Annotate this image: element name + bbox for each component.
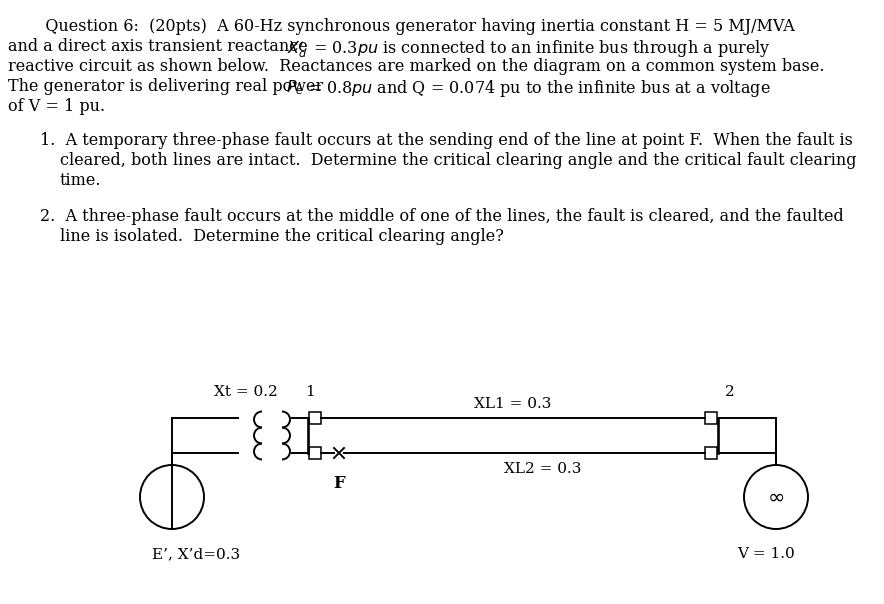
Text: $X_d^{\prime}$: $X_d^{\prime}$ xyxy=(287,38,308,60)
Text: XL2 = 0.3: XL2 = 0.3 xyxy=(504,462,582,476)
Text: of V = 1 pu.: of V = 1 pu. xyxy=(8,98,105,115)
Text: = 0.8$pu$ and Q = 0.074 pu to the infinite bus at a voltage: = 0.8$pu$ and Q = 0.074 pu to the infini… xyxy=(303,78,771,99)
Text: $\infty$: $\infty$ xyxy=(767,487,785,507)
Text: $P_e$: $P_e$ xyxy=(286,78,304,97)
Text: time.: time. xyxy=(60,172,102,189)
Text: line is isolated.  Determine the critical clearing angle?: line is isolated. Determine the critical… xyxy=(60,228,504,245)
Bar xyxy=(309,412,321,424)
Text: The generator is delivering real power: The generator is delivering real power xyxy=(8,78,328,95)
Text: 2: 2 xyxy=(725,385,735,399)
Text: V = 1.0: V = 1.0 xyxy=(737,547,795,561)
Text: and a direct axis transient reactance: and a direct axis transient reactance xyxy=(8,38,313,55)
Text: reactive circuit as shown below.  Reactances are marked on the diagram on a comm: reactive circuit as shown below. Reactan… xyxy=(8,58,825,75)
Text: Question 6:  (20pts)  A 60-Hz synchronous generator having inertia constant H = : Question 6: (20pts) A 60-Hz synchronous … xyxy=(30,18,795,35)
Bar xyxy=(705,412,717,424)
Text: 1.  A temporary three-phase fault occurs at the sending end of the line at point: 1. A temporary three-phase fault occurs … xyxy=(40,132,853,149)
Text: 1: 1 xyxy=(305,385,315,399)
Text: E’, X’d=0.3: E’, X’d=0.3 xyxy=(152,547,240,561)
Text: XL1 = 0.3: XL1 = 0.3 xyxy=(475,397,552,411)
Bar xyxy=(705,447,717,459)
Text: cleared, both lines are intact.  Determine the critical clearing angle and the c: cleared, both lines are intact. Determin… xyxy=(60,152,857,169)
Text: Xt = 0.2: Xt = 0.2 xyxy=(214,385,278,399)
Text: = 0.3$pu$ is connected to an infinite bus through a purely: = 0.3$pu$ is connected to an infinite bu… xyxy=(308,38,771,59)
Text: F: F xyxy=(333,475,345,492)
Bar xyxy=(309,447,321,459)
Text: 2.  A three-phase fault occurs at the middle of one of the lines, the fault is c: 2. A three-phase fault occurs at the mid… xyxy=(40,208,843,225)
